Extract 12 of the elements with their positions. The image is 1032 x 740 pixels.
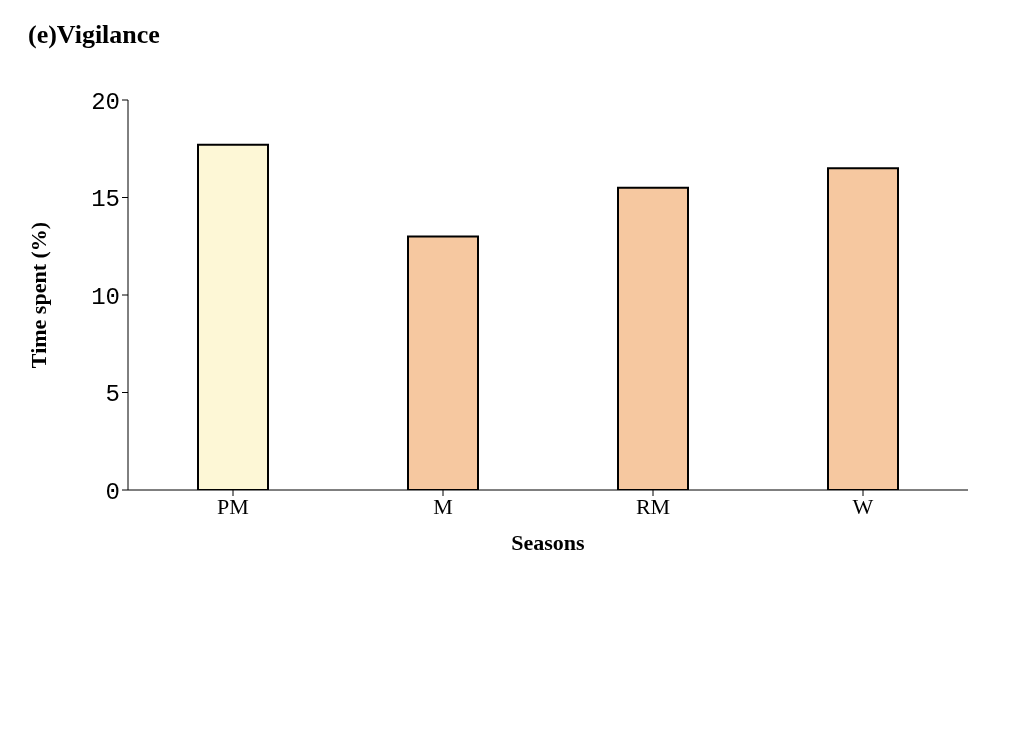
x-tick-label: W xyxy=(852,493,874,519)
y-tick-label: 5 xyxy=(105,381,120,409)
y-tick-label: 0 xyxy=(105,478,120,506)
y-axis-title: Time spent (%) xyxy=(25,221,51,369)
x-tick-label: PM xyxy=(217,493,249,519)
x-axis-title: Seasons xyxy=(511,530,586,555)
y-tick-label: 10 xyxy=(91,283,120,311)
x-tick-label: RM xyxy=(635,493,671,519)
y-tick-label: 20 xyxy=(91,88,120,116)
x-tick-label: M xyxy=(433,493,453,519)
y-tick-label: 15 xyxy=(91,186,120,214)
chart-title: (e)Vigilance xyxy=(28,20,161,50)
